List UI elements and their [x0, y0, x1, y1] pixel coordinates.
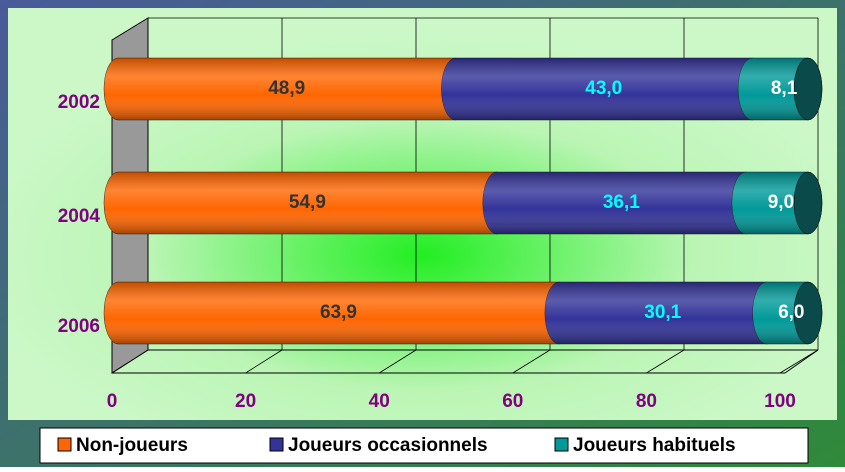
data-label: 30,1: [644, 302, 681, 323]
bar-cap: [793, 57, 823, 121]
data-label: 8,1: [771, 78, 798, 99]
y-tick-label: 2004: [58, 206, 101, 227]
x-tick-label: 0: [107, 391, 118, 412]
x-tick-label: 20: [235, 391, 256, 412]
legend-label: Joueurs habituels: [573, 435, 736, 456]
bar-cap: [793, 171, 823, 235]
legend-label: Non-joueurs: [76, 435, 188, 456]
legend: [39, 427, 809, 464]
data-label: 63,9: [320, 302, 357, 323]
floor-grid-line: [378, 349, 417, 374]
legend-swatch: [269, 437, 284, 452]
data-label: 6,0: [778, 302, 804, 323]
legend-label: Joueurs occasionnels: [288, 435, 488, 456]
legend-swatch: [57, 437, 72, 452]
bar-shading: [104, 57, 470, 120]
bar-cap: [793, 281, 823, 345]
data-label: 43,0: [585, 78, 622, 99]
bar-shading: [104, 172, 511, 234]
x-tick-label: 100: [764, 391, 796, 412]
bar-shading: [104, 282, 573, 344]
bar-shading: [482, 172, 760, 234]
floor-edge: [784, 349, 819, 374]
floor-grid-line: [646, 349, 685, 374]
data-label: 54,9: [289, 192, 326, 213]
floor-grid-line: [111, 349, 149, 374]
bar-shading: [441, 57, 767, 120]
data-label: 9,0: [768, 192, 794, 213]
x-tick-label: 60: [502, 391, 523, 412]
y-tick-label: 2006: [58, 316, 100, 337]
floor-grid-line: [779, 349, 819, 374]
data-label: 48,9: [268, 78, 305, 99]
y-tick-label: 2002: [58, 92, 100, 113]
x-tick-label: 40: [369, 391, 390, 412]
floor-grid-line: [245, 349, 283, 374]
floor-grid-line: [512, 349, 551, 374]
bar-shading: [544, 282, 781, 344]
data-label: 36,1: [603, 192, 640, 213]
legend-swatch: [554, 437, 569, 452]
x-tick-label: 80: [636, 391, 657, 412]
